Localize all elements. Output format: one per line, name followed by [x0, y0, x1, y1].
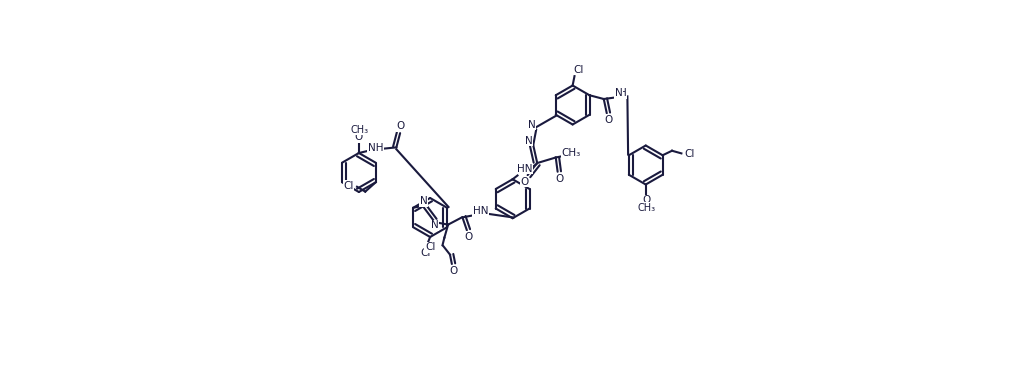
Text: CH₃: CH₃: [561, 148, 580, 158]
Text: O: O: [642, 195, 650, 205]
Text: HN: HN: [472, 207, 488, 216]
Text: Cl: Cl: [421, 248, 431, 258]
Text: O: O: [556, 174, 564, 183]
Text: NH: NH: [368, 144, 384, 153]
Text: O: O: [604, 115, 612, 125]
Text: N: N: [528, 120, 536, 130]
Text: HN: HN: [518, 164, 533, 174]
Text: H: H: [618, 88, 627, 98]
Text: Cl: Cl: [573, 65, 583, 75]
Text: O: O: [521, 177, 529, 187]
Text: O: O: [450, 266, 458, 276]
Text: N: N: [431, 220, 438, 230]
Text: Cl: Cl: [344, 181, 354, 191]
Text: Cl: Cl: [425, 242, 435, 252]
Text: O: O: [355, 132, 363, 142]
Text: CH₃: CH₃: [637, 203, 655, 213]
Text: CH₃: CH₃: [351, 125, 368, 135]
Text: O: O: [465, 232, 473, 242]
Text: Cl: Cl: [684, 149, 695, 159]
Text: N: N: [420, 196, 428, 206]
Text: O: O: [397, 122, 405, 131]
Text: N: N: [614, 88, 623, 98]
Text: N: N: [525, 136, 533, 146]
